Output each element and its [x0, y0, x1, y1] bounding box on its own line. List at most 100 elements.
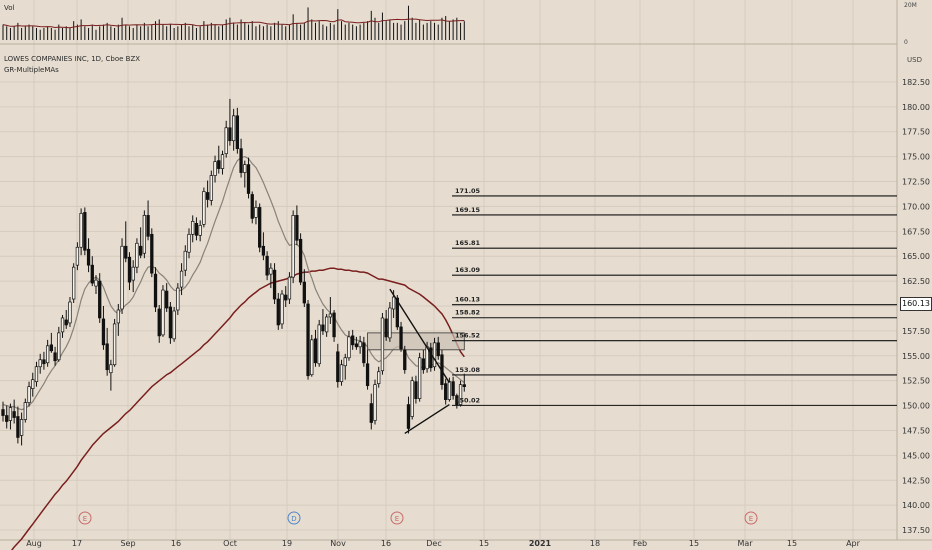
candle-body	[217, 160, 221, 169]
y-tick-label: 167.50	[902, 227, 930, 236]
candle-body	[261, 245, 266, 256]
resistance-zone	[367, 332, 465, 351]
candle-body	[399, 326, 403, 350]
candle-body	[72, 266, 76, 300]
candle-body	[168, 306, 173, 339]
candle-body	[31, 379, 35, 389]
candle-body	[138, 245, 143, 256]
candle-body	[347, 336, 351, 359]
candles	[1, 98, 466, 446]
candle-body	[254, 207, 258, 218]
x-tick-label: 15	[479, 539, 489, 548]
candle-body	[458, 384, 463, 405]
candle-body	[165, 290, 169, 309]
candle-body	[101, 318, 106, 346]
y-tick-label: 147.50	[902, 426, 930, 435]
time-axis[interactable]: Aug 17 Sep 16 Oct 19 Nov 16 Dec 15 2021 18 Feb 15 Mar 1…	[26, 539, 860, 548]
candle-body	[351, 335, 355, 346]
event-marker-label: E	[395, 515, 399, 523]
candle-body	[5, 415, 9, 422]
candle-body	[131, 266, 135, 281]
y-tick-label: 152.50	[902, 377, 930, 386]
candle-body	[183, 250, 187, 271]
candle-body	[358, 341, 362, 348]
level-label: 153.08	[455, 366, 481, 374]
candle-body	[157, 308, 161, 337]
symbol-title[interactable]: LOWES COMPANIES INC, 1D, Cboe BZX	[4, 55, 141, 63]
volume-axis-label: 0	[904, 39, 908, 46]
event-marker-circle	[78, 511, 92, 525]
candle-body	[49, 344, 54, 352]
candle-body	[105, 343, 109, 371]
candle-body	[64, 319, 68, 326]
volume-label: Vol	[4, 4, 15, 12]
y-tick-label: 140.00	[902, 501, 930, 510]
candle-body	[83, 212, 87, 251]
candle-body	[142, 215, 147, 254]
candle-body	[258, 207, 262, 248]
candle-body	[112, 323, 117, 366]
candle-body	[146, 215, 150, 237]
candle-body	[172, 310, 176, 340]
y-tick-label: 150.00	[902, 402, 930, 411]
candle-body	[354, 343, 359, 348]
x-tick-label: 18	[590, 539, 600, 548]
x-tick-label: Aug	[26, 539, 42, 548]
candle-body	[291, 215, 295, 278]
candle-body	[313, 338, 318, 364]
candle-body	[79, 213, 83, 248]
candle-body	[462, 384, 466, 388]
candle-body	[362, 342, 366, 364]
indicator-label[interactable]: GR-MultipleMAs	[4, 66, 59, 74]
currency-label: USD	[907, 56, 922, 64]
level-label: 171.05	[455, 187, 481, 195]
candle-body	[12, 411, 16, 418]
candle-body	[205, 192, 210, 200]
candle-body	[250, 194, 254, 219]
x-tick-label: 15	[689, 539, 699, 548]
candle-body	[109, 364, 113, 374]
candle-body	[179, 270, 184, 288]
candle-body	[86, 248, 91, 266]
candle-body	[306, 303, 310, 377]
x-tick-label: 19	[282, 539, 292, 548]
candle-body	[310, 339, 314, 376]
x-tick-label: Dec	[426, 539, 441, 548]
candle-body	[176, 287, 180, 311]
candle-body	[75, 246, 80, 266]
candle-body	[213, 161, 217, 176]
candle-body	[8, 407, 13, 421]
x-tick-label: Nov	[330, 539, 346, 548]
candle-body	[16, 416, 20, 438]
y-tick-label: 182.50	[902, 78, 930, 87]
candle-body	[369, 403, 373, 423]
candle-body	[23, 402, 27, 420]
candle-body	[429, 347, 433, 369]
x-tick-label: Oct	[223, 539, 237, 548]
candle-body	[432, 342, 437, 368]
trendline	[389, 288, 450, 384]
candle-body	[1, 409, 5, 416]
candle-body	[45, 345, 50, 364]
x-tick-label: Sep	[120, 539, 135, 548]
candle-body	[120, 245, 124, 310]
candle-body	[42, 359, 46, 365]
candle-body	[53, 352, 57, 362]
horizontal-levels[interactable]: 171.05 169.15 165.81 163.09 160.13 158.82 156.…	[452, 187, 897, 406]
candle-body	[451, 381, 455, 396]
trendlines[interactable]	[389, 288, 450, 435]
candle-body	[38, 359, 42, 368]
candle-body	[384, 318, 388, 338]
y-tick-label: 157.50	[902, 327, 930, 336]
candle-body	[339, 364, 344, 383]
candle-body	[98, 280, 102, 319]
event-marker-label: E	[83, 515, 87, 523]
candle-body	[365, 363, 370, 387]
candle-body	[19, 419, 24, 436]
candle-body	[410, 380, 414, 417]
candle-body	[60, 317, 65, 333]
candle-body	[317, 324, 321, 365]
